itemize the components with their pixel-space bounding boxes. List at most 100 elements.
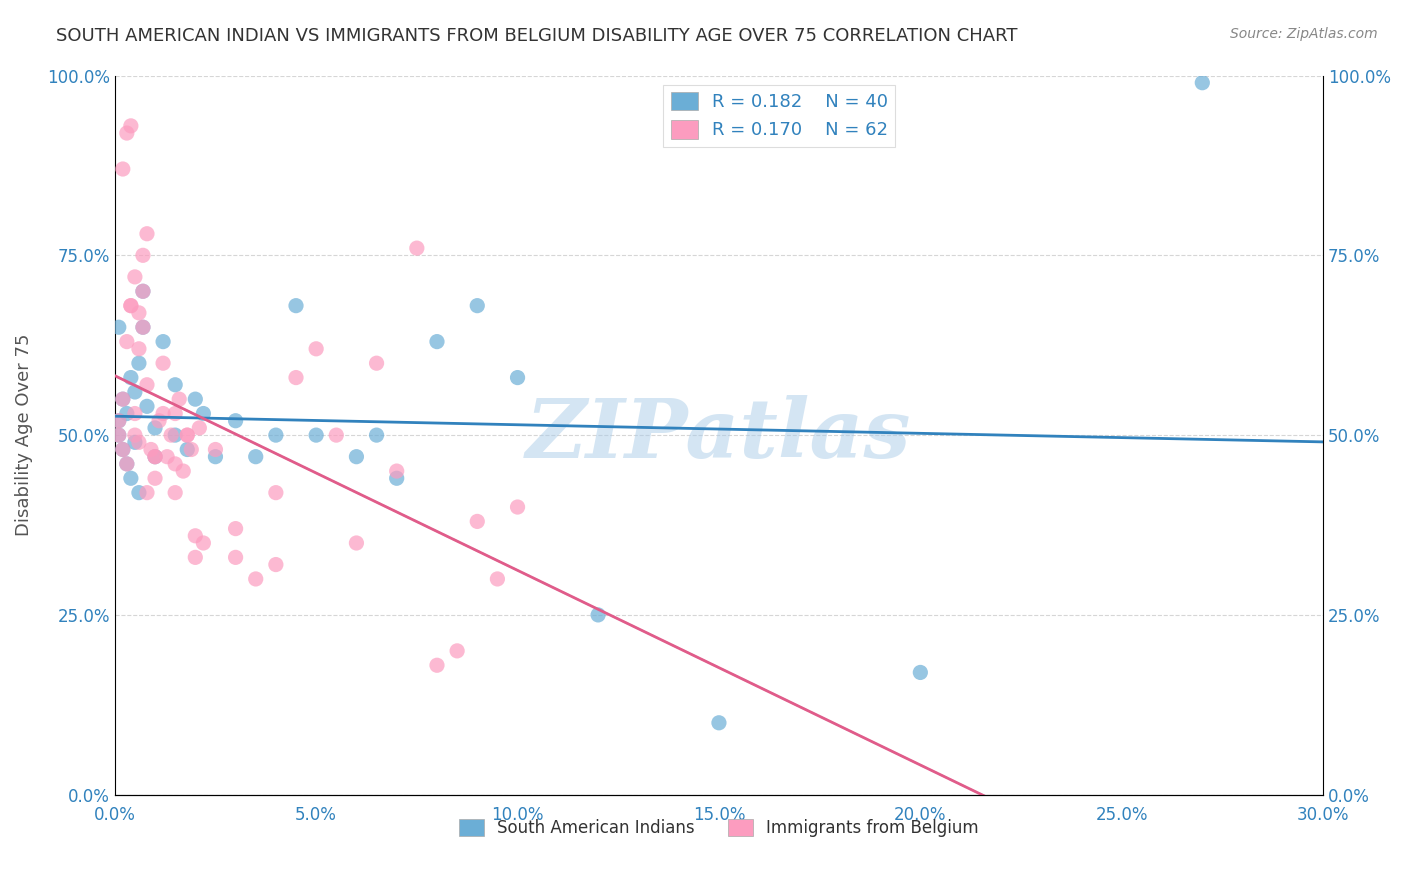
Point bbox=[120, 471, 142, 485]
Point bbox=[111, 161, 134, 176]
Point bbox=[136, 485, 159, 500]
Point bbox=[346, 450, 368, 464]
Point bbox=[264, 558, 287, 572]
Point bbox=[152, 334, 174, 349]
Point bbox=[707, 715, 730, 730]
Point bbox=[107, 428, 129, 442]
Point bbox=[120, 299, 142, 313]
Point bbox=[124, 435, 146, 450]
Point bbox=[385, 471, 408, 485]
Point bbox=[115, 334, 138, 349]
Point bbox=[111, 442, 134, 457]
Point bbox=[446, 644, 468, 658]
Point bbox=[305, 342, 328, 356]
Point bbox=[111, 392, 134, 406]
Point bbox=[139, 442, 162, 457]
Point bbox=[111, 392, 134, 406]
Point bbox=[264, 428, 287, 442]
Point bbox=[132, 285, 155, 299]
Point bbox=[107, 414, 129, 428]
Point bbox=[128, 306, 150, 320]
Point bbox=[225, 550, 247, 565]
Point bbox=[111, 442, 134, 457]
Point bbox=[132, 320, 155, 334]
Text: ZIPatlas: ZIPatlas bbox=[526, 395, 911, 475]
Point bbox=[148, 414, 170, 428]
Text: SOUTH AMERICAN INDIAN VS IMMIGRANTS FROM BELGIUM DISABILITY AGE OVER 75 CORRELAT: SOUTH AMERICAN INDIAN VS IMMIGRANTS FROM… bbox=[56, 27, 1018, 45]
Point bbox=[115, 407, 138, 421]
Point bbox=[115, 457, 138, 471]
Point bbox=[165, 428, 187, 442]
Point bbox=[405, 241, 427, 255]
Point bbox=[128, 485, 150, 500]
Point bbox=[152, 407, 174, 421]
Text: Source: ZipAtlas.com: Source: ZipAtlas.com bbox=[1230, 27, 1378, 41]
Point bbox=[193, 407, 215, 421]
Point bbox=[115, 126, 138, 140]
Point bbox=[143, 421, 166, 435]
Point bbox=[193, 536, 215, 550]
Point bbox=[204, 442, 226, 457]
Point bbox=[486, 572, 509, 586]
Point bbox=[264, 485, 287, 500]
Point bbox=[128, 435, 150, 450]
Point bbox=[366, 428, 388, 442]
Point bbox=[506, 370, 529, 384]
Point bbox=[152, 356, 174, 370]
Point bbox=[143, 450, 166, 464]
Point bbox=[128, 342, 150, 356]
Point bbox=[143, 471, 166, 485]
Point bbox=[465, 515, 488, 529]
Point bbox=[184, 392, 207, 406]
Point bbox=[132, 320, 155, 334]
Point bbox=[107, 414, 129, 428]
Point bbox=[165, 457, 187, 471]
Point bbox=[385, 464, 408, 478]
Point bbox=[245, 572, 267, 586]
Point bbox=[285, 370, 308, 384]
Point bbox=[176, 442, 198, 457]
Point bbox=[245, 450, 267, 464]
Point bbox=[204, 450, 226, 464]
Point bbox=[136, 227, 159, 241]
Point bbox=[325, 428, 347, 442]
Point bbox=[136, 377, 159, 392]
Point bbox=[225, 414, 247, 428]
Point bbox=[160, 428, 183, 442]
Point bbox=[285, 299, 308, 313]
Point bbox=[143, 450, 166, 464]
Point bbox=[176, 428, 198, 442]
Point bbox=[107, 428, 129, 442]
Point bbox=[132, 248, 155, 262]
Point bbox=[165, 485, 187, 500]
Point bbox=[143, 450, 166, 464]
Legend: South American Indians, Immigrants from Belgium: South American Indians, Immigrants from … bbox=[453, 813, 986, 844]
Point bbox=[176, 428, 198, 442]
Point bbox=[167, 392, 190, 406]
Point bbox=[120, 299, 142, 313]
Point bbox=[120, 119, 142, 133]
Point bbox=[180, 442, 202, 457]
Point bbox=[128, 356, 150, 370]
Point bbox=[586, 607, 609, 622]
Point bbox=[225, 522, 247, 536]
Point bbox=[910, 665, 932, 680]
Point bbox=[115, 457, 138, 471]
Point bbox=[132, 285, 155, 299]
Y-axis label: Disability Age Over 75: Disability Age Over 75 bbox=[15, 334, 32, 536]
Point bbox=[124, 428, 146, 442]
Point bbox=[124, 407, 146, 421]
Point bbox=[184, 529, 207, 543]
Point bbox=[165, 377, 187, 392]
Point bbox=[172, 464, 194, 478]
Point bbox=[465, 299, 488, 313]
Point bbox=[124, 384, 146, 399]
Point bbox=[107, 320, 129, 334]
Point bbox=[1191, 76, 1213, 90]
Point bbox=[165, 407, 187, 421]
Point bbox=[120, 370, 142, 384]
Point bbox=[124, 269, 146, 284]
Point bbox=[506, 500, 529, 514]
Point bbox=[426, 658, 449, 673]
Point bbox=[188, 421, 211, 435]
